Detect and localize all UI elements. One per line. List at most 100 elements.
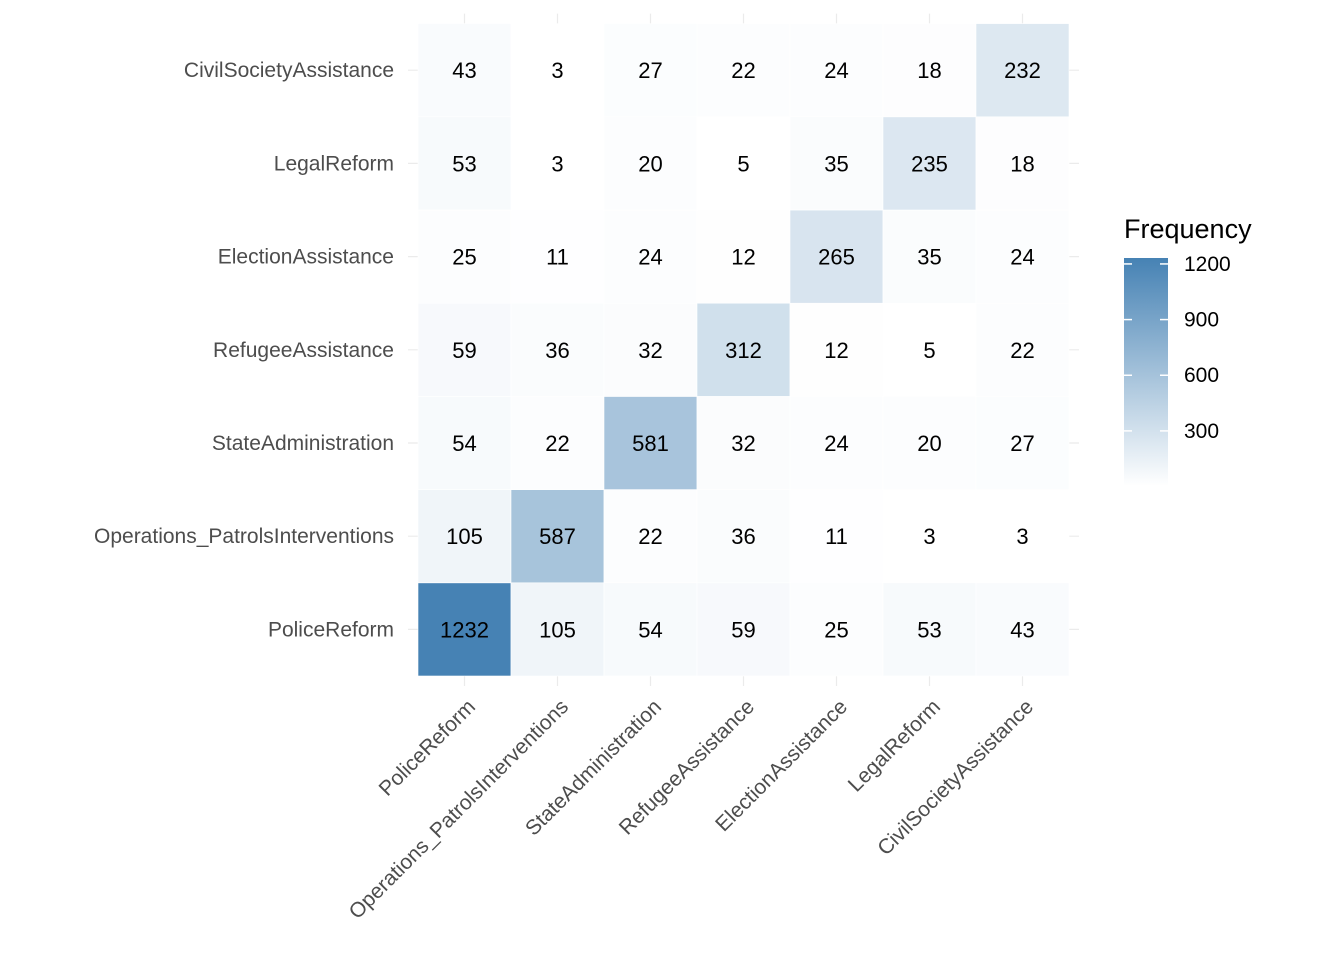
cell-value-label: 24: [824, 431, 848, 456]
heatmap-cell: [510, 489, 605, 584]
cell-value-label: 25: [824, 617, 848, 642]
cell-value-label: 22: [638, 524, 662, 549]
heatmap-cell: [975, 489, 1070, 584]
legend-colorbar: [1124, 258, 1168, 486]
cell-value-label: 54: [638, 617, 662, 642]
heatmap-cell: [417, 489, 512, 584]
heatmap-cell: [603, 396, 698, 490]
cell-value-label: 5: [737, 151, 749, 176]
cell-value-label: 3: [923, 524, 935, 549]
legend-tick-label: 300: [1184, 420, 1219, 443]
cell-value-label: 18: [1010, 151, 1034, 176]
cell-value-label: 22: [731, 58, 755, 83]
heatmap-cell: [975, 302, 1070, 397]
x-tick-label: CivilSocietyAssistance: [873, 695, 1038, 860]
heatmap-cell: [975, 209, 1070, 304]
y-tick-label: PoliceReform: [268, 618, 394, 641]
heatmap-cell: [882, 396, 977, 490]
heatmap-cell: [603, 489, 698, 584]
x-tick-label: LegalReform: [844, 695, 945, 796]
heatmap-cell: [417, 302, 512, 397]
cell-value-label: 59: [731, 617, 755, 642]
x-tick-label: PoliceReform: [375, 695, 480, 800]
cell-value-label: 53: [917, 617, 941, 642]
cell-value-label: 25: [452, 245, 476, 270]
cell-value-label: 24: [638, 245, 662, 270]
heatmap-cell: [510, 116, 605, 211]
heatmap-cell: [789, 396, 884, 490]
heatmap-cell: [696, 396, 791, 490]
heatmap-cell: [975, 116, 1070, 211]
cell-value-label: 581: [632, 431, 669, 456]
cell-value-label: 20: [638, 151, 662, 176]
heatmap-cell: [417, 23, 512, 118]
heatmap-cell: [789, 582, 884, 677]
legend-tick-label: 900: [1184, 309, 1219, 332]
heatmap-cell: [789, 489, 884, 584]
heatmap-cell: [603, 302, 698, 397]
cell-value-label: 232: [1004, 58, 1041, 83]
cell-value-label: 43: [452, 58, 476, 83]
heatmap-cell: [882, 23, 977, 118]
heatmap-cells: [417, 23, 1070, 677]
cell-value-label: 587: [539, 524, 576, 549]
heatmap-cell: [789, 209, 884, 304]
cell-value-label: 59: [452, 338, 476, 363]
cell-value-label: 35: [917, 245, 941, 270]
y-tick-label: RefugeeAssistance: [213, 339, 394, 362]
legend-tick-label: 600: [1184, 364, 1219, 387]
heatmap-cell: [696, 209, 791, 304]
cell-value-label: 11: [546, 245, 569, 270]
cell-value-label: 43: [1010, 617, 1034, 642]
cell-value-label: 3: [551, 151, 563, 176]
cell-value-label: 3: [551, 58, 563, 83]
cell-value-label: 22: [545, 431, 569, 456]
heatmap-cell: [696, 489, 791, 584]
legend: Frequency 300 600 900 1200: [1124, 214, 1252, 486]
cell-value-label: 105: [446, 524, 483, 549]
cell-value-label: 22: [1010, 338, 1034, 363]
heatmap-cell: [696, 23, 791, 118]
heatmap-cell: [882, 582, 977, 677]
y-tick-label: Operations_PatrolsInterventions: [94, 525, 394, 548]
cell-value-label: 5: [923, 338, 935, 363]
y-tick-label: CivilSocietyAssistance: [184, 59, 394, 82]
cell-value-label: 18: [917, 58, 941, 83]
legend-title: Frequency: [1124, 214, 1252, 244]
heatmap-cell: [696, 302, 791, 397]
heatmap-cell: [510, 396, 605, 490]
cell-value-label: 36: [731, 524, 755, 549]
cell-value-label: 105: [539, 617, 576, 642]
cell-value-label: 235: [911, 151, 948, 176]
cell-value-label: 27: [1010, 431, 1034, 456]
cell-value-label: 35: [824, 151, 848, 176]
cell-value-label: 3: [1016, 524, 1028, 549]
x-axis: PoliceReformOperations_PatrolsInterventi…: [345, 695, 1038, 923]
cell-value-label: 24: [824, 58, 848, 83]
cell-value-label: 36: [545, 338, 569, 363]
heatmap-cell: [975, 582, 1070, 677]
y-tick-label: LegalReform: [274, 152, 394, 175]
heatmap-cell: [882, 489, 977, 584]
cell-value-label: 12: [731, 245, 755, 270]
heatmap-cell: [603, 23, 698, 118]
heatmap-cell: [510, 302, 605, 397]
cell-value-label: 11: [825, 524, 848, 549]
cell-value-label: 27: [638, 58, 662, 83]
y-tick-label: StateAdministration: [212, 432, 394, 455]
cell-value-label: 20: [917, 431, 941, 456]
legend-tick-label: 1200: [1184, 253, 1231, 276]
cell-value-label: 54: [452, 431, 476, 456]
cell-value-label: 1232: [440, 617, 489, 642]
heatmap-cell: [975, 396, 1070, 490]
heatmap-cell: [882, 209, 977, 304]
heatmap-cell: [882, 116, 977, 211]
cell-value-label: 32: [638, 338, 662, 363]
heatmap-cell: [975, 23, 1070, 118]
cell-value-label: 265: [818, 245, 855, 270]
heatmap-cell: [603, 582, 698, 677]
heatmap-cell: [789, 302, 884, 397]
heatmap-cell: [510, 23, 605, 118]
